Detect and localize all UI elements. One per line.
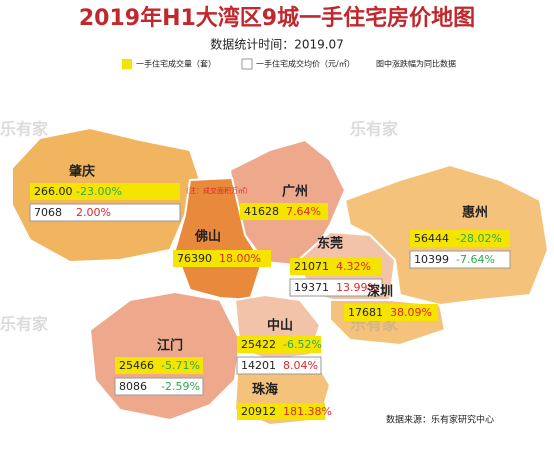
city-note: （注：成交面积万㎡）	[182, 186, 252, 195]
value-box	[114, 377, 204, 396]
volume_change-value: -23.00%	[76, 185, 122, 198]
price_change-value: 13.99%	[336, 281, 378, 294]
legend-label: 一手住宅成交量（套）	[136, 59, 216, 69]
price-value: 7068	[34, 206, 62, 219]
volume_change-value: 38.09%	[390, 306, 432, 319]
volume-value: 76390	[177, 252, 212, 265]
watermark: 乐有家	[0, 120, 49, 139]
volume_change-value: 7.64%	[286, 205, 321, 218]
value-box	[173, 250, 271, 267]
value-box	[236, 356, 322, 375]
city-name: 佛山	[194, 229, 221, 245]
price_change-value: -2.59%	[161, 380, 200, 393]
city-name: 江门	[157, 338, 183, 354]
price-value: 19371	[294, 281, 329, 294]
watermark: 乐有家	[350, 120, 399, 139]
city-name: 惠州	[462, 205, 488, 221]
volume_change-value: -6.52%	[283, 338, 322, 351]
price_change-value: 8.04%	[283, 359, 318, 372]
volume_change-value: 18.00%	[219, 252, 261, 265]
city-name: 深圳	[367, 284, 393, 300]
value-box	[115, 357, 203, 374]
city-name: 东莞	[317, 236, 343, 252]
source: 数据来源：乐有家研究中心	[386, 414, 494, 426]
volume_change-value: 181.38%	[283, 405, 332, 418]
value-box	[237, 403, 325, 420]
price-value: 14201	[241, 359, 276, 372]
price-value: 8086	[119, 380, 147, 393]
value-box	[289, 278, 383, 297]
volume_change-value: -28.02%	[456, 232, 502, 245]
volume-value: 17681	[348, 306, 383, 319]
price_change-value: -7.64%	[456, 253, 495, 266]
value-box	[29, 203, 181, 222]
legend-swatch	[241, 58, 253, 70]
city-name: 广州	[282, 184, 308, 200]
volume-value: 20912	[241, 405, 276, 418]
volume-value: 25466	[119, 359, 154, 372]
value-box	[240, 203, 328, 220]
volume_change-value: -5.71%	[161, 359, 200, 372]
legend-note: 图中涨跌幅为同比数据	[376, 59, 456, 69]
volume-value: 41628	[244, 205, 279, 218]
legend-swatch	[122, 59, 132, 69]
volume-value: 25422	[241, 338, 276, 351]
city-name: 珠海	[252, 382, 278, 398]
volume_change-value: 4.32%	[336, 260, 371, 273]
subtitle: 数据统计时间：2019.07	[210, 37, 344, 52]
volume-value: 56444	[414, 232, 449, 245]
price_change-value: 2.00%	[76, 206, 111, 219]
title: 2019年H1大湾区9城一手住宅房价地图	[79, 5, 475, 31]
city-name: 肇庆	[68, 164, 95, 180]
region-jiangmen	[88, 290, 242, 422]
volume-value: 21071	[294, 260, 329, 273]
value-box	[409, 250, 511, 269]
value-box	[290, 258, 382, 275]
legend-label: 一手住宅成交均价（元/㎡）	[256, 59, 355, 69]
value-box	[237, 336, 321, 353]
value-box	[30, 183, 180, 200]
watermark: 乐有家	[0, 315, 49, 334]
value-box	[344, 304, 438, 321]
price-value: 10399	[414, 253, 449, 266]
volume-value: 266.00	[34, 185, 73, 198]
value-box	[410, 230, 510, 247]
city-name: 中山	[267, 318, 293, 334]
